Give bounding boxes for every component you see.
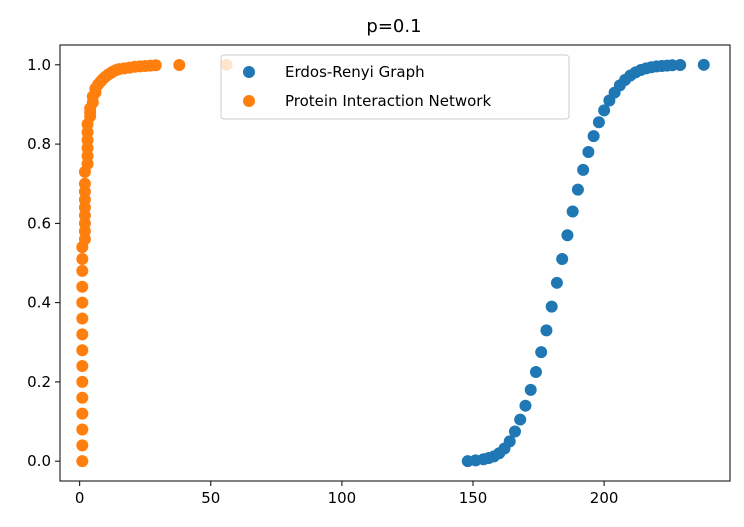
data-point xyxy=(577,163,590,176)
data-point xyxy=(76,296,89,309)
y-tick-label: 0.8 xyxy=(27,135,51,153)
data-point xyxy=(76,328,89,341)
data-point xyxy=(76,344,89,357)
data-point xyxy=(76,423,89,436)
data-point xyxy=(508,425,521,438)
y-tick-label: 1.0 xyxy=(27,56,51,74)
data-point xyxy=(149,59,162,72)
x-tick-label: 150 xyxy=(459,489,488,507)
data-point xyxy=(524,383,537,396)
data-point xyxy=(587,130,600,143)
data-point xyxy=(519,399,532,412)
x-tick-label: 50 xyxy=(201,489,220,507)
data-point xyxy=(76,455,89,468)
data-point xyxy=(76,439,89,452)
data-point xyxy=(173,59,186,72)
data-point xyxy=(503,435,516,448)
axes-frame xyxy=(59,44,731,482)
data-point xyxy=(76,360,89,373)
data-point xyxy=(674,59,687,72)
data-point xyxy=(76,312,89,325)
data-point xyxy=(535,346,548,359)
series-protein-interaction xyxy=(76,58,233,468)
data-point xyxy=(571,183,584,196)
y-tick-label: 0.0 xyxy=(27,452,51,470)
data-point xyxy=(598,104,611,117)
legend-label: Erdos-Renyi Graph xyxy=(285,63,425,81)
y-tick-label: 0.6 xyxy=(27,214,51,232)
data-point xyxy=(556,253,569,266)
data-point xyxy=(78,177,91,190)
legend-label: Protein Interaction Network xyxy=(285,92,491,110)
data-point xyxy=(529,366,542,378)
data-point xyxy=(550,276,563,289)
x-tick-label: 0 xyxy=(75,489,85,507)
y-tick-label: 0.4 xyxy=(27,294,51,312)
data-point xyxy=(76,280,89,293)
data-point xyxy=(566,205,579,218)
y-tick-label: 0.2 xyxy=(27,373,51,391)
data-point xyxy=(540,324,553,337)
legend-marker xyxy=(243,95,255,107)
legend-box xyxy=(220,54,570,120)
data-point xyxy=(76,253,89,266)
x-tick-label: 200 xyxy=(590,489,619,507)
x-tick-label: 100 xyxy=(328,489,357,507)
data-point xyxy=(592,116,605,129)
chart-title: p=0.1 xyxy=(366,16,421,37)
data-point xyxy=(76,264,89,277)
data-point xyxy=(76,391,89,404)
legend: Erdos-Renyi Graph Protein Interaction Net… xyxy=(220,54,570,120)
data-point xyxy=(582,146,595,159)
legend-marker xyxy=(243,66,255,78)
data-point xyxy=(697,58,710,71)
data-point xyxy=(545,300,558,313)
series-erdos-renyi xyxy=(461,58,710,468)
data-point xyxy=(76,375,89,388)
plot-area: 0 50 100 150 200 0.0 0.2 0.4 0.6 0.8 1.0 xyxy=(27,44,731,507)
data-point xyxy=(561,229,574,242)
data-point xyxy=(514,413,527,426)
data-point xyxy=(76,407,89,420)
